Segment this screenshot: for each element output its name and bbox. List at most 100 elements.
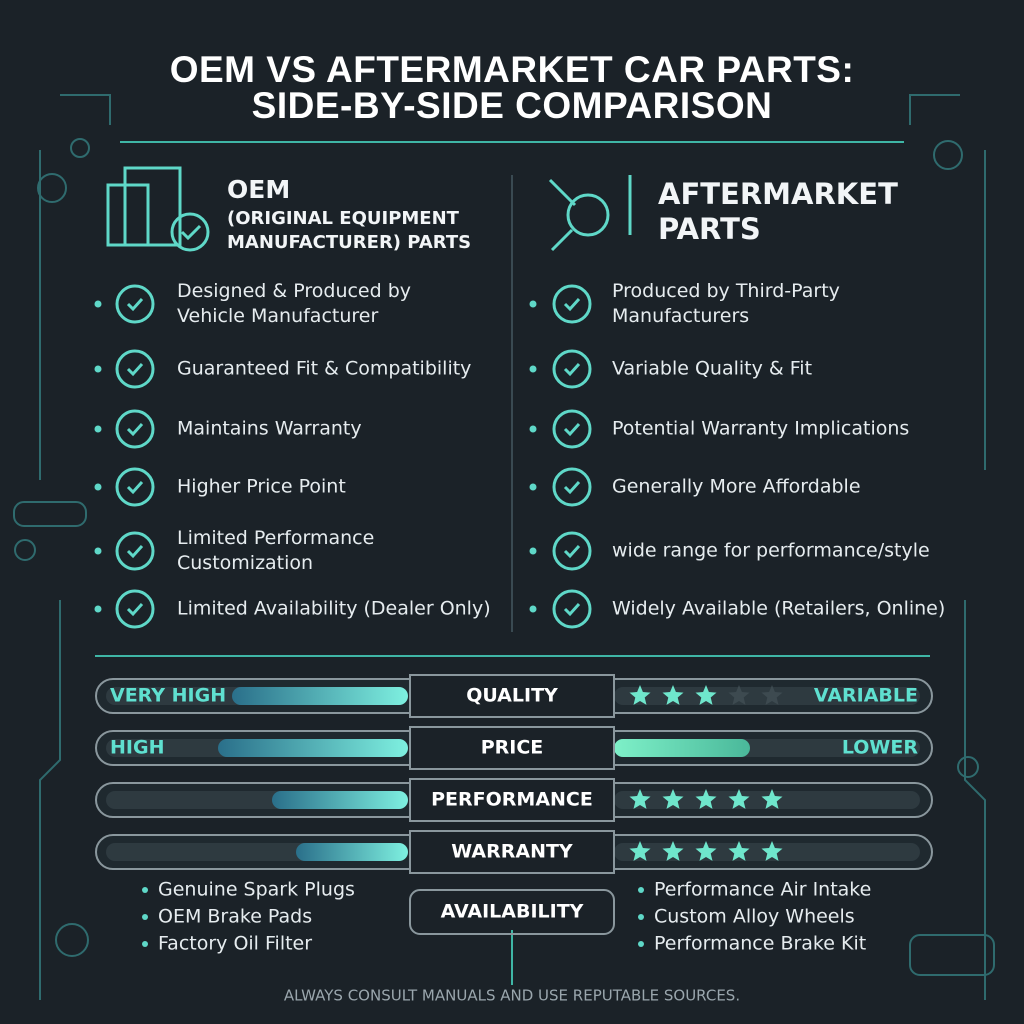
- feature-icon: [563, 480, 581, 495]
- feature-icon: [126, 480, 144, 495]
- aftermarket-rating: LOWER: [842, 737, 919, 759]
- bullet: [142, 887, 148, 893]
- star: [728, 841, 750, 861]
- bullet: [638, 941, 644, 947]
- bullet: [638, 887, 644, 893]
- oem-rating: VERY HIGH: [110, 685, 226, 707]
- star: [629, 841, 651, 861]
- feature-icon: [563, 544, 581, 559]
- feature-icon: [552, 467, 592, 507]
- feature-icon: [563, 362, 581, 377]
- star: [629, 685, 651, 705]
- bullet: [638, 914, 644, 920]
- aftermarket-heading: PARTS: [658, 212, 761, 246]
- feature-text: Variable Quality & Fit: [612, 358, 812, 380]
- bullet: [529, 483, 537, 491]
- example: Custom Alloy Wheels: [654, 906, 855, 928]
- oem-heading: (ORIGINAL EQUIPMENT: [227, 208, 460, 229]
- title: OEM VS AFTERMARKET CAR PARTS:: [170, 49, 855, 90]
- bullet: [94, 547, 102, 555]
- example: OEM Brake Pads: [158, 906, 312, 928]
- oem-bar: [232, 687, 408, 705]
- bullet: [142, 914, 148, 920]
- star: [761, 789, 783, 809]
- aftermarket-heading: AFTERMARKET: [658, 177, 898, 211]
- oem-bar: [218, 739, 408, 757]
- row-label: AVAILABILITY: [441, 901, 584, 923]
- feature-icon: [115, 409, 155, 449]
- example: Performance Air Intake: [654, 879, 871, 901]
- star: [728, 789, 750, 809]
- feature-icon: [563, 297, 581, 312]
- feature-icon: [563, 602, 581, 617]
- bullet: [529, 300, 537, 308]
- feature-icon: [552, 531, 592, 571]
- bullet: [142, 941, 148, 947]
- bullet: [94, 483, 102, 491]
- star: [629, 789, 651, 809]
- feature-icon: [126, 297, 144, 312]
- star: [761, 685, 783, 705]
- bullet: [94, 300, 102, 308]
- feature-icon: [126, 602, 144, 617]
- label-box: [409, 778, 615, 822]
- feature-icon: [115, 531, 155, 571]
- aftermarket-rating: VARIABLE: [814, 685, 918, 707]
- label-box: [409, 889, 615, 935]
- title: SIDE-BY-SIDE COMPARISON: [252, 85, 773, 126]
- circuit-decor: [13, 94, 995, 1000]
- feature-text: Limited Availability (Dealer Only): [177, 598, 491, 620]
- bullet: [94, 425, 102, 433]
- oem-icon: [106, 166, 210, 252]
- example: Factory Oil Filter: [158, 933, 312, 955]
- bullet: [529, 425, 537, 433]
- star: [662, 685, 684, 705]
- feature-icon: [552, 409, 592, 449]
- feature-text: Higher Price Point: [177, 476, 346, 498]
- example: Genuine Spark Plugs: [158, 879, 355, 901]
- star: [695, 789, 717, 809]
- label-box: [409, 726, 615, 770]
- oem-heading: MANUFACTURER) PARTS: [227, 232, 471, 253]
- label-box: [409, 830, 615, 874]
- feature-text: Customization: [177, 552, 313, 574]
- oem-rating: HIGH: [110, 737, 164, 759]
- feature-text: Manufacturers: [612, 305, 749, 327]
- feature-text: Potential Warranty Implications: [612, 418, 909, 440]
- feature-icon: [563, 422, 581, 437]
- row-label: WARRANTY: [451, 841, 573, 863]
- feature-icon: [126, 544, 144, 559]
- feature-text: Maintains Warranty: [177, 418, 362, 440]
- aftermarket-bar: [614, 739, 750, 757]
- feature-icon: [126, 422, 144, 437]
- feature-icon: [115, 284, 155, 324]
- feature-text: Limited Performance: [177, 527, 374, 549]
- aftermarket-icon: [548, 175, 632, 252]
- row-label: QUALITY: [466, 685, 558, 707]
- feature-icon: [552, 284, 592, 324]
- row-label: PERFORMANCE: [431, 789, 593, 811]
- bullet: [529, 365, 537, 373]
- feature-text: Produced by Third-Party: [612, 280, 840, 302]
- star: [728, 685, 750, 705]
- feature-text: wide range for performance/style: [612, 540, 930, 562]
- bullet: [529, 547, 537, 555]
- feature-text: Vehicle Manufacturer: [177, 305, 378, 327]
- example: Performance Brake Kit: [654, 933, 866, 955]
- oem-heading: OEM: [227, 175, 290, 204]
- star: [662, 789, 684, 809]
- bullet: [94, 365, 102, 373]
- feature-icon: [115, 349, 155, 389]
- feature-text: Designed & Produced by: [177, 280, 411, 302]
- star: [695, 841, 717, 861]
- row-label: PRICE: [481, 737, 544, 759]
- feature-icon: [552, 589, 592, 629]
- star: [761, 841, 783, 861]
- oem-bar: [296, 843, 408, 861]
- footer: ALWAYS CONSULT MANUALS AND USE REPUTABLE…: [284, 987, 740, 1005]
- bullet: [529, 605, 537, 613]
- star: [662, 841, 684, 861]
- feature-text: Guaranteed Fit & Compatibility: [177, 358, 471, 380]
- feature-icon: [552, 349, 592, 389]
